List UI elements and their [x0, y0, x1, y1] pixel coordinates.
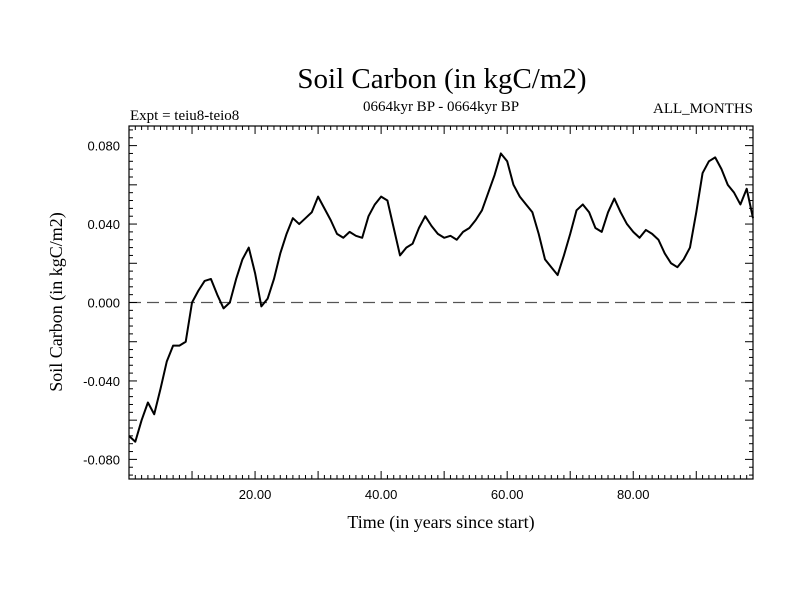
y-tick-label: 0.080	[87, 139, 120, 154]
y-tick-label: -0.040	[83, 374, 120, 389]
period-label: 0664kyr BP - 0664kyr BP	[363, 99, 519, 115]
chart-title: Soil Carbon (in kgC/m2)	[297, 63, 586, 95]
x-axis-title: Time (in years since start)	[347, 512, 534, 533]
x-tick-label: 20.00	[239, 487, 272, 502]
months-label: ALL_MONTHS	[653, 101, 753, 117]
experiment-label: Expt = teiu8-teio8	[130, 108, 239, 124]
y-tick-label: -0.080	[83, 452, 120, 467]
data-series-line-1	[128, 152, 754, 443]
x-tick-label: 60.00	[491, 487, 524, 502]
y-tick-label: 0.040	[87, 217, 120, 232]
y-axis-title: Soil Carbon (in kgC/m2)	[46, 212, 67, 392]
x-tick-label: 40.00	[365, 487, 398, 502]
x-tick-label: 80.00	[617, 487, 650, 502]
y-tick-label: 0.000	[87, 296, 120, 311]
